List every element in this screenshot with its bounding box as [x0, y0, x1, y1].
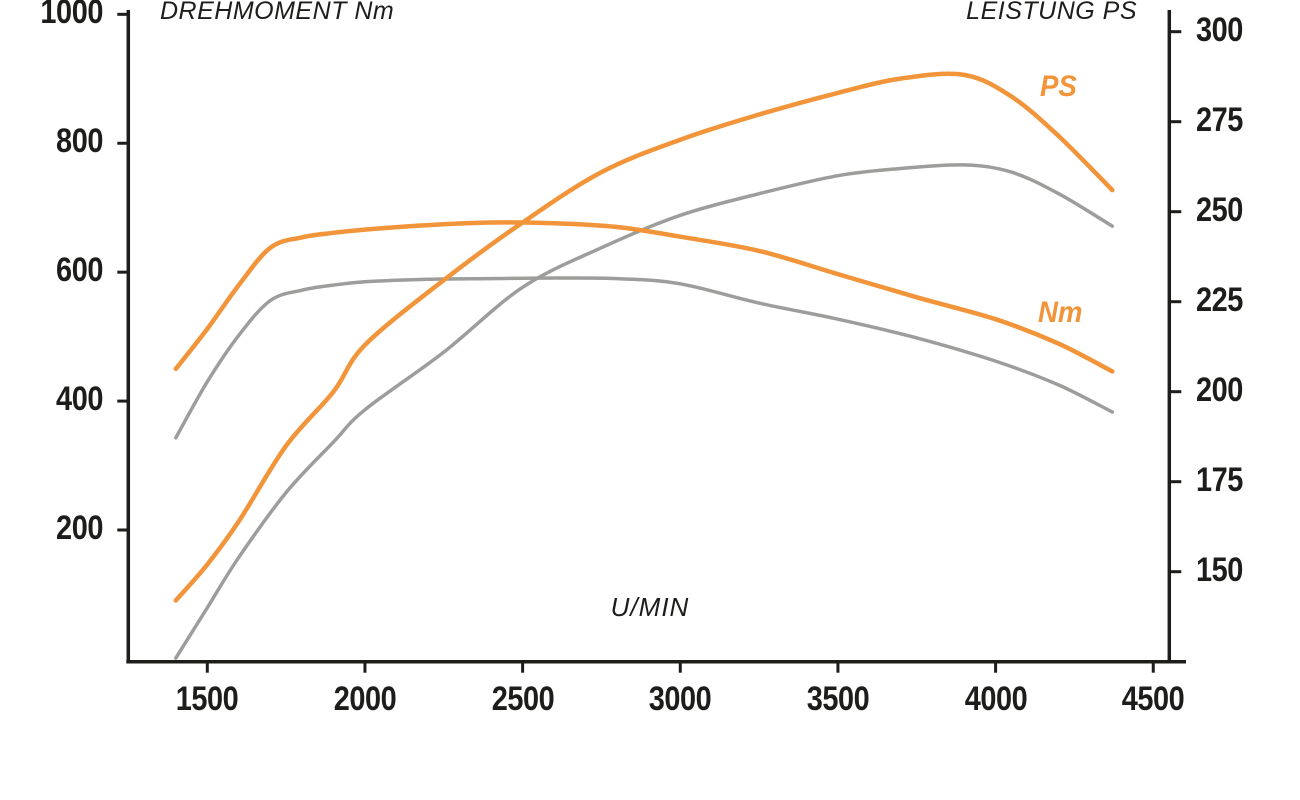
nm-curve-label: Nm: [1038, 296, 1083, 329]
left-tick-label-800: 800: [56, 122, 103, 161]
right-tick-label-275: 275: [1196, 100, 1243, 139]
x-tick-label-4500: 4500: [1121, 680, 1185, 718]
right-tick-label-175: 175: [1196, 460, 1243, 499]
legend: SERIENLEISTUNG: 261 PS | 583 NM Stufe SP…: [0, 755, 1300, 800]
curve-sport-nm: [173, 220, 1115, 374]
x-axis-title: U/MIN: [610, 592, 690, 622]
right-axis-title: LEISTUNG PS: [966, 0, 1137, 25]
x-tick-label-2000: 2000: [333, 680, 397, 718]
x-tick-label-3500: 3500: [806, 680, 870, 718]
x-tick-label-3000: 3000: [648, 680, 712, 718]
right-tick-label-300: 300: [1196, 10, 1243, 49]
curve-serie-nm: [174, 276, 1115, 440]
left-tick-label-600: 600: [56, 251, 103, 290]
x-tick-label-2500: 2500: [491, 680, 554, 718]
right-tick-label-250: 250: [1196, 190, 1243, 229]
left-tick-label-200: 200: [56, 509, 103, 547]
ps-curve-label: PS: [1040, 70, 1077, 103]
left-axis-title: DREHMOMENT Nm: [160, 0, 395, 25]
right-tick-label-225: 225: [1196, 280, 1243, 319]
left-tick-label-1000: 1000: [40, 0, 103, 32]
curve-sport-ps: [173, 71, 1115, 603]
right-tick-label-150: 150: [1196, 550, 1243, 589]
x-tick-label-1500: 1500: [175, 680, 239, 718]
right-tick-label-200: 200: [1196, 370, 1243, 409]
curve-serie-ps: [174, 163, 1115, 660]
left-tick-label-400: 400: [56, 380, 103, 419]
x-tick-label-4000: 4000: [964, 680, 1027, 718]
